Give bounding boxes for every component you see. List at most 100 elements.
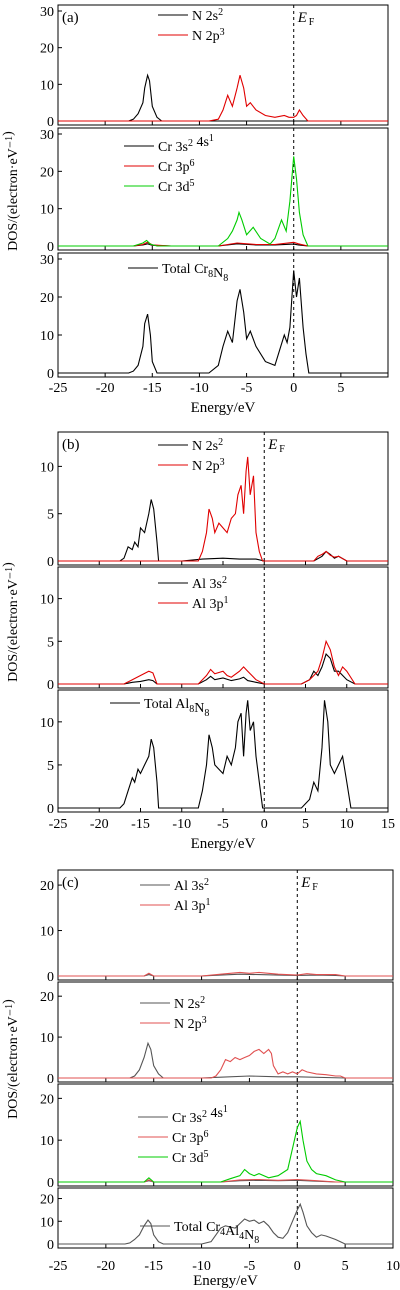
y-tick-label: 20 — [40, 42, 54, 57]
subplot-0-0: 0 10 20 30 N 2s2 N 2p3 — [40, 4, 389, 130]
legend-label: N 2p3 — [192, 457, 225, 474]
series-line-0 — [58, 73, 388, 122]
y-tick-label: 0 — [47, 115, 54, 130]
subplot-2-3: 0 10 20 Total Cr4Al4N8 — [40, 1187, 394, 1253]
legend-label: Al 3p1 — [192, 595, 229, 612]
legend-label: N 2s2 — [192, 7, 223, 24]
series-line-0 — [58, 1041, 393, 1079]
series-line-1 — [58, 75, 388, 122]
y-tick-label: 10 — [40, 1215, 54, 1230]
subplot-frame — [57, 1083, 394, 1187]
y-tick-label: 10 — [40, 925, 54, 940]
panel-2: 0 10 20 Al 3s2 Al 3p1 0 10 20 N 2s2 N 2p3 0 10 20 Cr … — [1, 869, 400, 1289]
x-tick-label: -15 — [131, 817, 150, 832]
y-axis-label: DOS/(electron·eV⁻1) — [1, 131, 21, 251]
panel-label: (c) — [62, 875, 79, 891]
x-tick-label: -10 — [172, 817, 191, 832]
fermi-label-sub: F — [309, 17, 315, 28]
x-tick-label: -10 — [192, 1259, 211, 1274]
subplot-0-1: 0 10 20 30 Cr 3s2 4s1 Cr 3p6 Cr 3d5 — [40, 127, 389, 255]
x-tick-label: 5 — [342, 1259, 349, 1274]
y-tick-label: 30 — [40, 253, 54, 268]
subplot-frame — [57, 869, 394, 981]
legend-label: Cr 3d5 — [172, 1149, 209, 1166]
y-axis-label: DOS/(electron·eV⁻1) — [1, 562, 21, 682]
series-line-1 — [58, 971, 393, 977]
legend-label: Al 3s2 — [192, 575, 227, 592]
x-tick-label: 0 — [294, 1259, 301, 1274]
series-line-2 — [58, 1119, 393, 1183]
y-tick-label: 10 — [40, 78, 54, 93]
subplot-frame — [57, 4, 389, 126]
x-tick-label: -15 — [143, 381, 162, 396]
y-tick-label: 10 — [40, 203, 54, 218]
legend-label: Cr 3s2 4s1 — [158, 133, 214, 155]
y-tick-label: 30 — [40, 128, 54, 143]
x-tick-label: 15 — [381, 817, 395, 832]
subplot-2-0: 0 10 20 Al 3s2 Al 3p1 — [40, 869, 394, 985]
y-tick-label: 30 — [40, 5, 54, 20]
y-tick-label: 0 — [47, 678, 54, 693]
fermi-label-sub: F — [279, 444, 285, 455]
x-tick-label: -20 — [96, 381, 115, 396]
y-tick-label: 5 — [47, 635, 54, 650]
y-tick-label: 20 — [40, 291, 54, 306]
y-tick-label: 20 — [40, 879, 54, 894]
x-tick-label: 10 — [340, 817, 354, 832]
panel-label: (b) — [62, 437, 80, 453]
y-tick-label: 10 — [40, 716, 54, 731]
fermi-label-sub: F — [312, 882, 318, 893]
x-tick-label: -20 — [97, 1259, 116, 1274]
series-line-0 — [58, 499, 388, 562]
legend-label: Cr 3p6 — [172, 1129, 209, 1146]
x-tick-label: -25 — [49, 1259, 68, 1274]
legend-label: N 2p3 — [192, 27, 225, 44]
legend-label: N 2p3 — [174, 1015, 207, 1032]
x-axis-label: Energy/eV — [191, 836, 256, 852]
series-line-0 — [58, 270, 388, 374]
subplot-frame — [57, 431, 389, 566]
x-tick-label: 10 — [386, 1259, 400, 1274]
subplot-frame — [57, 981, 394, 1083]
y-tick-label: 10 — [40, 329, 54, 344]
series-line-1 — [58, 1048, 393, 1079]
panel-0: 0 10 20 30 N 2s2 N 2p3 0 10 20 30 Cr 3s2 4s1 Cr 3p6… — [1, 4, 389, 416]
x-tick-label: 0 — [290, 381, 297, 396]
series-line-1 — [58, 639, 388, 685]
fermi-label: E — [267, 437, 277, 453]
y-axis-label: DOS/(electron·eV⁻1) — [1, 999, 21, 1119]
x-tick-label: -5 — [244, 1259, 256, 1274]
y-tick-label: 0 — [47, 1072, 54, 1087]
y-tick-label: 10 — [40, 593, 54, 608]
x-tick-label: -25 — [49, 817, 68, 832]
series-line-0 — [58, 1202, 393, 1245]
y-tick-label: 10 — [40, 1134, 54, 1149]
y-tick-label: 0 — [47, 1176, 54, 1191]
x-axis-label: Energy/eV — [193, 1273, 258, 1289]
subplot-0-2: 0 10 20 30 Total Cr8N8 — [40, 252, 389, 382]
y-tick-label: 20 — [40, 1193, 54, 1208]
series-line-1 — [58, 456, 388, 562]
subplot-1-1: 0 5 10 Al 3s2 Al 3p1 — [40, 566, 389, 693]
legend-label: Cr 3d5 — [158, 178, 195, 195]
legend-label: N 2s2 — [174, 995, 205, 1012]
legend-label: N 2s2 — [192, 437, 223, 454]
series-line-1 — [58, 1178, 393, 1183]
fermi-label: E — [300, 875, 310, 891]
x-axis-label: Energy/eV — [191, 400, 256, 416]
x-tick-label: -25 — [49, 381, 68, 396]
x-tick-label: -10 — [190, 381, 209, 396]
subplot-frame — [57, 689, 389, 813]
subplot-2-2: 0 10 20 Cr 3s2 4s1 Cr 3p6 Cr 3d5 — [40, 1083, 394, 1191]
y-tick-label: 0 — [47, 240, 54, 255]
y-tick-label: 20 — [40, 990, 54, 1005]
legend-label: Al 3p1 — [174, 897, 211, 914]
series-line-2 — [58, 156, 388, 247]
y-tick-label: 20 — [40, 1092, 54, 1107]
series-line-1 — [58, 241, 388, 247]
panel-label: (a) — [62, 10, 79, 26]
x-tick-label: -5 — [241, 381, 253, 396]
fermi-label: E — [297, 10, 307, 26]
legend-label: Total Cr4Al4N8 — [174, 1220, 259, 1246]
x-tick-label: 0 — [261, 817, 268, 832]
